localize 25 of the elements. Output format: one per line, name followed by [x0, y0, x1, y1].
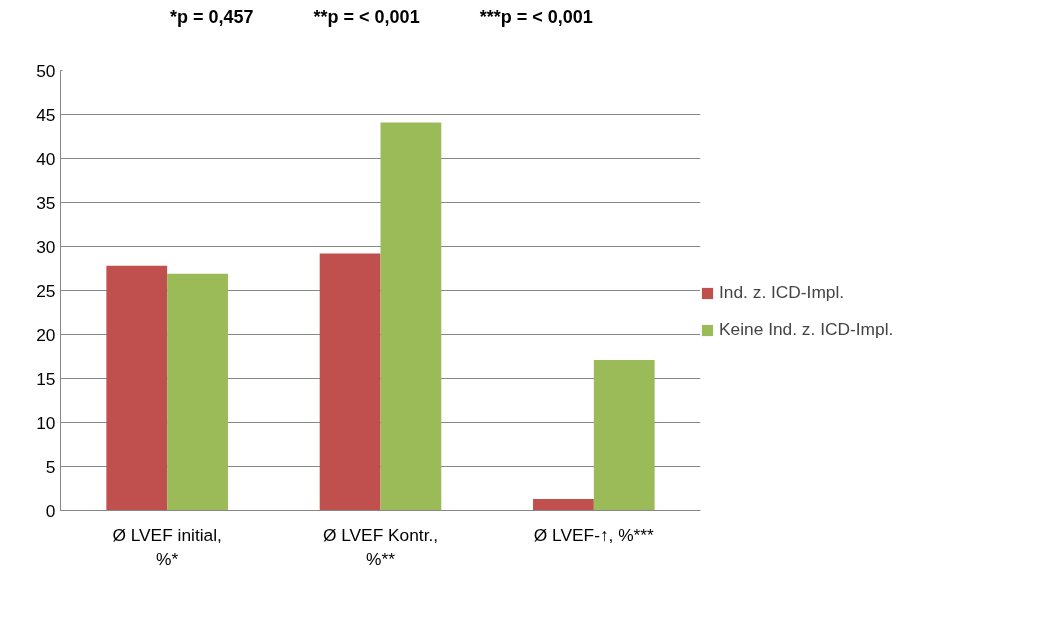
x-tick-label: Ø LVEF initial, %* — [112, 524, 222, 569]
y-tick-label: 10 — [36, 412, 56, 433]
bar — [593, 360, 655, 511]
y-tick-label: 0 — [45, 500, 56, 521]
bar — [319, 253, 381, 511]
y-tick-label: 25 — [36, 280, 56, 301]
x-tick-label: Ø LVEF Kontr., %** — [322, 524, 439, 569]
y-tick-label: 20 — [36, 324, 56, 345]
y-tick-label: 35 — [36, 192, 56, 213]
y-tick-label: 30 — [36, 236, 56, 257]
y-tick-label: 5 — [45, 456, 56, 477]
legend-label: Keine Ind. z. ICD-Impl. — [719, 319, 894, 340]
bar — [106, 265, 168, 511]
text: ***p = < 0,001 — [479, 7, 593, 27]
text: **p = < 0,001 — [313, 7, 420, 27]
bar — [167, 273, 228, 511]
y-tick-label: 50 — [36, 60, 56, 81]
bar — [533, 499, 594, 511]
y-tick-label: 15 — [36, 368, 56, 389]
bar — [380, 122, 442, 511]
y-tick-label: 45 — [36, 104, 56, 125]
x-tick-label: Ø LVEF-↑, %*** — [533, 524, 655, 545]
y-tick-label: 40 — [36, 148, 56, 169]
legend-label: Ind. z. ICD-Impl. — [719, 282, 845, 303]
text: *p = 0,457 — [170, 7, 254, 27]
